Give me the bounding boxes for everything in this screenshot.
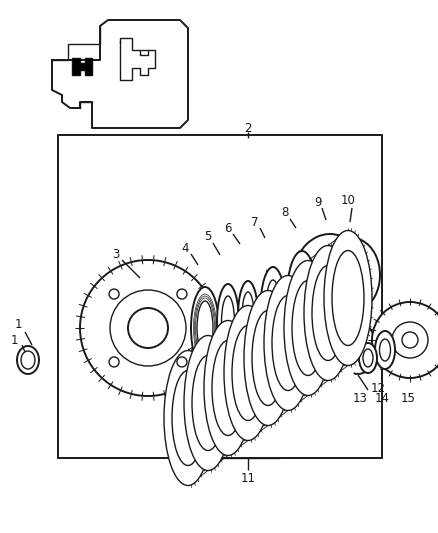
- Ellipse shape: [197, 301, 213, 355]
- Ellipse shape: [191, 287, 219, 369]
- Text: 5: 5: [204, 230, 212, 244]
- Ellipse shape: [304, 246, 352, 381]
- Circle shape: [301, 284, 307, 290]
- Circle shape: [303, 285, 309, 292]
- Text: 10: 10: [341, 193, 356, 206]
- Ellipse shape: [242, 292, 254, 340]
- Ellipse shape: [359, 343, 377, 373]
- Circle shape: [372, 302, 438, 378]
- Circle shape: [392, 322, 428, 358]
- Ellipse shape: [324, 230, 372, 366]
- Circle shape: [128, 308, 168, 348]
- Polygon shape: [120, 38, 155, 80]
- Ellipse shape: [204, 320, 252, 456]
- Ellipse shape: [212, 341, 244, 435]
- Circle shape: [109, 357, 119, 367]
- Circle shape: [299, 283, 305, 289]
- Circle shape: [110, 290, 186, 366]
- Ellipse shape: [379, 339, 391, 361]
- Ellipse shape: [284, 261, 332, 395]
- Ellipse shape: [184, 335, 232, 471]
- Circle shape: [301, 302, 307, 308]
- Circle shape: [80, 260, 216, 396]
- Circle shape: [303, 301, 309, 306]
- Ellipse shape: [332, 251, 364, 345]
- Ellipse shape: [172, 370, 204, 465]
- Ellipse shape: [252, 311, 284, 406]
- Polygon shape: [72, 58, 92, 75]
- Ellipse shape: [21, 351, 35, 369]
- Ellipse shape: [264, 276, 312, 410]
- Text: 12: 12: [371, 382, 385, 394]
- Ellipse shape: [375, 331, 395, 369]
- Ellipse shape: [164, 351, 212, 486]
- Text: 7: 7: [251, 215, 259, 229]
- Text: 6: 6: [224, 222, 232, 235]
- Text: 3: 3: [112, 248, 120, 262]
- Ellipse shape: [217, 284, 239, 360]
- Circle shape: [304, 287, 310, 293]
- Circle shape: [300, 284, 306, 289]
- Polygon shape: [52, 20, 188, 128]
- Text: 15: 15: [401, 392, 415, 405]
- Ellipse shape: [294, 270, 310, 322]
- Ellipse shape: [312, 265, 344, 360]
- Circle shape: [305, 291, 311, 297]
- Text: 11: 11: [240, 472, 255, 484]
- Ellipse shape: [287, 251, 317, 341]
- Circle shape: [304, 289, 310, 295]
- Ellipse shape: [17, 346, 39, 374]
- Text: 8: 8: [281, 206, 289, 220]
- Circle shape: [109, 289, 119, 299]
- Ellipse shape: [292, 280, 324, 376]
- Text: 14: 14: [374, 392, 389, 405]
- Ellipse shape: [222, 296, 234, 348]
- Text: 2: 2: [244, 122, 252, 134]
- Ellipse shape: [266, 280, 280, 336]
- Circle shape: [402, 332, 418, 348]
- Ellipse shape: [261, 267, 286, 349]
- Circle shape: [304, 297, 310, 303]
- Text: 1: 1: [10, 334, 18, 346]
- Circle shape: [177, 289, 187, 299]
- Circle shape: [305, 293, 311, 299]
- Ellipse shape: [224, 305, 272, 440]
- Circle shape: [177, 357, 187, 367]
- Circle shape: [304, 299, 310, 305]
- Text: 4: 4: [181, 241, 189, 254]
- Circle shape: [300, 303, 306, 309]
- Ellipse shape: [232, 326, 264, 421]
- Circle shape: [305, 295, 311, 301]
- Ellipse shape: [192, 356, 224, 450]
- Ellipse shape: [363, 349, 373, 367]
- Ellipse shape: [272, 295, 304, 391]
- Ellipse shape: [244, 290, 292, 425]
- Text: 9: 9: [314, 196, 322, 208]
- Text: 1: 1: [14, 319, 22, 332]
- Bar: [58, 135, 382, 458]
- Ellipse shape: [238, 281, 258, 351]
- Text: 13: 13: [353, 392, 367, 405]
